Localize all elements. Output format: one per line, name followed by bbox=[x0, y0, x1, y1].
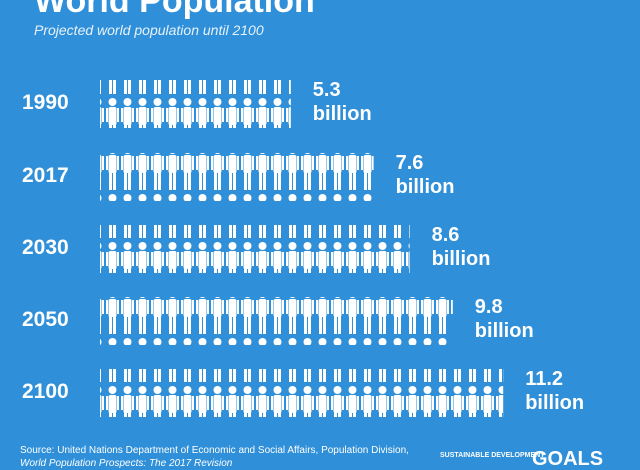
pictogram-bar bbox=[100, 225, 410, 273]
value-label: 9.8 billion bbox=[474, 296, 534, 342]
category-label: 2050 bbox=[22, 308, 69, 331]
value-label: 5.3 billion bbox=[312, 79, 372, 125]
category-label: 2017 bbox=[22, 164, 69, 187]
source-title: World Population Prospects: The 2017 Rev… bbox=[20, 458, 233, 469]
pictogram-bar bbox=[100, 369, 504, 417]
value-label: 11.2 billion bbox=[525, 368, 585, 414]
logo-word: GOALS bbox=[532, 448, 604, 470]
title: World Population bbox=[34, 0, 315, 20]
pictogram-bar bbox=[100, 297, 453, 345]
category-label: 2030 bbox=[22, 236, 69, 259]
pictogram-bar bbox=[100, 80, 291, 128]
subtitle: Projected world population until 2100 bbox=[34, 22, 264, 38]
value-label: 8.6 billion bbox=[431, 224, 491, 270]
pictogram-bar bbox=[100, 153, 374, 201]
value-label: 7.6 billion bbox=[395, 152, 455, 198]
logo-text: SUSTAINABLE DEVELOPMENT bbox=[440, 452, 545, 459]
category-label: 1990 bbox=[22, 91, 69, 114]
source-text: Source: United Nations Department of Eco… bbox=[20, 445, 409, 456]
source: Source: United Nations Department of Eco… bbox=[20, 444, 420, 470]
category-label: 2100 bbox=[22, 380, 69, 403]
